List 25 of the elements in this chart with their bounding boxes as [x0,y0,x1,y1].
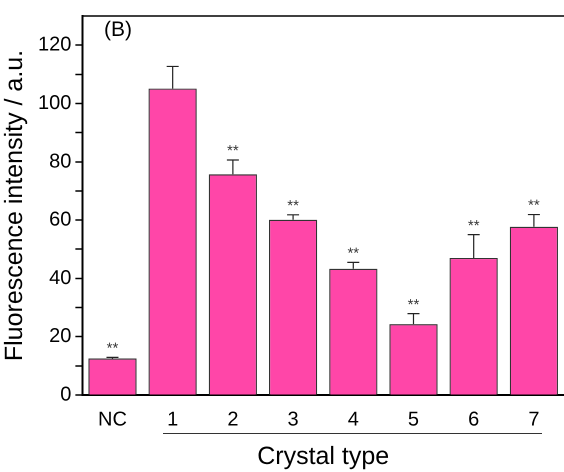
annotation: ** [408,296,420,314]
x-tick-label: 5 [408,408,420,431]
x-tick-label: NC [98,408,127,431]
x-tick-label: 1 [167,408,178,431]
annotation: ** [106,340,118,358]
x-axis-title: Crystal type [257,442,390,470]
y-tick-label: 100 [38,92,72,114]
x-tick-label: 3 [288,408,299,431]
y-tick-label: 80 [49,150,72,172]
annotation: (B) [104,18,132,41]
annotation: ** [227,142,239,160]
x-tick-label: 2 [227,408,238,431]
x-tick-label: 4 [348,408,359,431]
y-tick-label: 60 [49,208,72,231]
x-tick-label: 6 [468,408,480,431]
x-tick-label: 7 [528,408,540,431]
y-tick-label: 20 [49,325,72,348]
y-tick-label: 0 [60,384,72,406]
y-axis-title: Fluorescence intensity / a.u. [0,50,28,362]
annotation: ** [468,217,480,234]
y-tick-label: 120 [38,34,72,56]
annotation: ** [528,197,540,214]
annotation: ** [347,244,360,262]
y-tick-label: 40 [49,266,72,289]
annotation: ** [287,197,300,214]
